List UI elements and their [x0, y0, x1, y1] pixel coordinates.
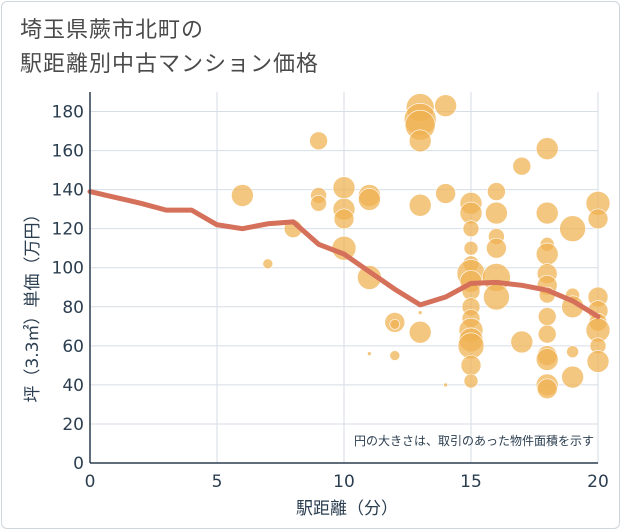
data-bubble — [483, 283, 510, 311]
data-bubble — [231, 184, 254, 207]
data-bubble — [586, 350, 610, 373]
y-tick-label: 160 — [52, 142, 84, 162]
data-bubble — [309, 131, 328, 151]
data-bubble — [587, 208, 609, 230]
data-bubble — [389, 350, 401, 361]
data-bubble — [417, 310, 423, 315]
x-axis-title: 駅距離（分） — [296, 499, 398, 519]
y-tick-label: 20 — [62, 415, 84, 435]
average-price-line — [87, 189, 601, 320]
data-bubble — [457, 332, 485, 360]
data-bubble — [460, 355, 482, 376]
data-bubble — [536, 378, 558, 400]
chart-title: 埼玉県蕨市北町の 駅距離別中古マンション価格 — [20, 14, 319, 82]
axis-layer — [89, 92, 598, 464]
x-tick-label: 0 — [85, 472, 96, 492]
x-tick-label: 10 — [333, 472, 355, 492]
chart-title-line-2: 駅距離別中古マンション価格 — [20, 52, 320, 77]
bubble-size-note: 円の大きさは、取引のあった物件面積を示す — [354, 433, 594, 448]
data-bubble — [367, 351, 372, 356]
data-bubble — [408, 129, 432, 153]
y-tick-label: 80 — [62, 298, 84, 318]
x-tick-label: 15 — [460, 472, 482, 492]
data-bubble — [435, 183, 456, 204]
data-bubble — [389, 319, 401, 330]
y-tick-label: 120 — [52, 220, 84, 240]
label-layer: 0 20 40 60 80 100 120 140 160 180 0 5 10 15 20 — [52, 103, 609, 492]
data-bubble — [566, 345, 579, 359]
data-bubble — [333, 208, 355, 230]
grid-layer — [90, 92, 599, 463]
y-tick-label: 140 — [52, 181, 84, 201]
data-bubble — [512, 156, 532, 176]
data-bubble — [262, 258, 274, 270]
data-bubble — [535, 242, 559, 266]
data-bubble — [537, 324, 557, 344]
data-bubble — [559, 215, 586, 242]
data-bubble — [358, 188, 381, 211]
data-bubble — [332, 176, 356, 199]
data-bubble — [310, 195, 327, 212]
x-tick-label: 20 — [587, 472, 609, 492]
data-bubble — [462, 220, 480, 237]
data-bubble — [535, 137, 559, 160]
data-bubble — [510, 330, 534, 354]
y-axis-title: 坪（3.3㎡）単価（万円） — [23, 205, 43, 402]
y-tick-label: 60 — [62, 337, 84, 357]
data-bubble — [463, 240, 479, 256]
data-bubble — [485, 201, 508, 225]
data-bubble — [408, 193, 432, 217]
data-bubble — [443, 382, 448, 388]
y-tick-label: 180 — [52, 103, 84, 123]
y-tick-label: 100 — [52, 259, 84, 279]
y-tick-label: 0 — [73, 454, 84, 474]
data-bubble — [561, 365, 584, 389]
data-bubble — [486, 237, 507, 259]
data-bubble — [537, 307, 557, 326]
y-tick-label: 40 — [62, 376, 84, 396]
data-bubble — [535, 348, 559, 371]
chart-title-line-1: 埼玉県蕨市北町の — [20, 18, 205, 43]
bubble-layer — [231, 93, 611, 400]
data-bubble — [487, 182, 506, 201]
data-bubble — [434, 94, 457, 117]
data-bubble — [408, 320, 432, 344]
data-bubble — [535, 201, 559, 225]
line-layer — [87, 189, 601, 320]
x-tick-label: 5 — [212, 472, 223, 492]
data-bubble — [463, 373, 479, 389]
